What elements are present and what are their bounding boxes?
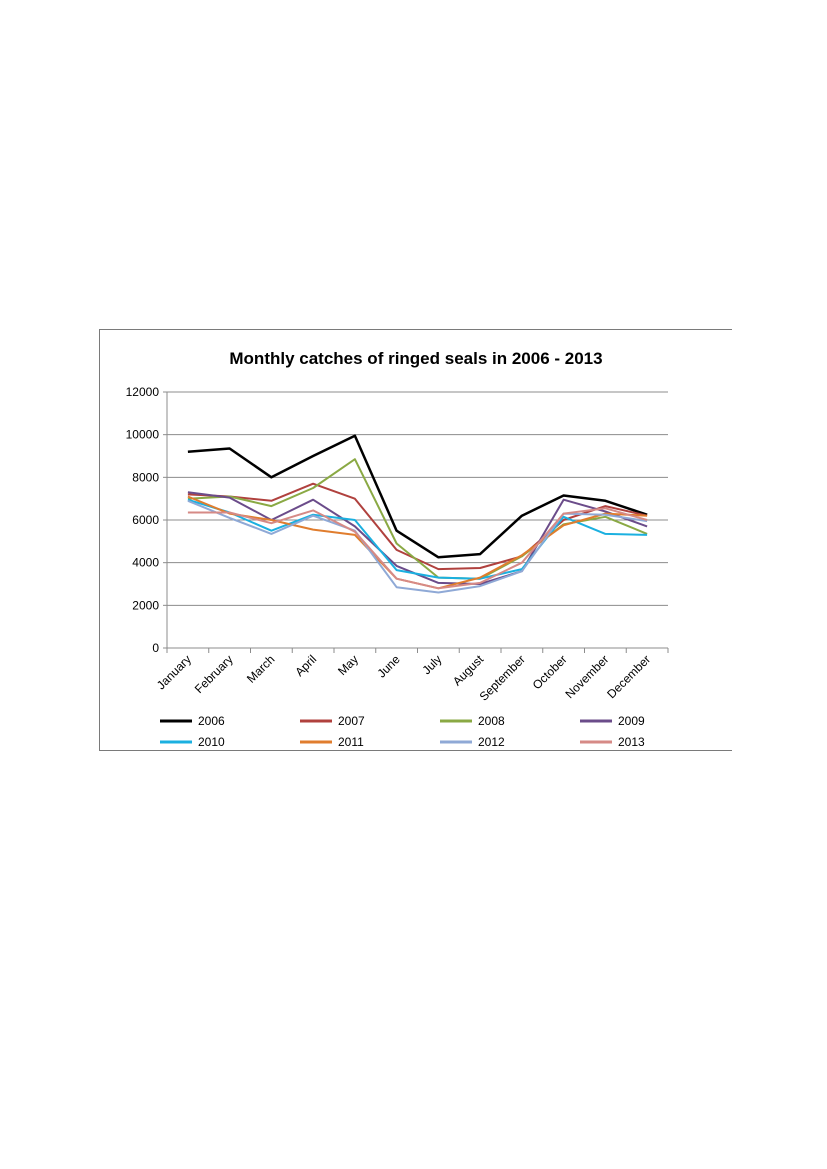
x-tick-label: January (154, 652, 194, 692)
legend-label-2013: 2013 (618, 735, 645, 749)
series-lines (187, 434, 648, 594)
legend-label-2007: 2007 (338, 714, 365, 728)
y-tick-label: 12000 (126, 385, 160, 399)
legend-label-2009: 2009 (618, 714, 645, 728)
x-tick-label: October (530, 652, 570, 692)
legend-label-2006: 2006 (198, 714, 225, 728)
x-tick-label: April (292, 652, 319, 679)
series-line-2010 (187, 498, 648, 580)
series-line-2012 (187, 499, 648, 594)
legend-label-2008: 2008 (478, 714, 505, 728)
series-line-2013 (187, 507, 648, 590)
x-tick-label: September (477, 652, 528, 703)
series-line-2006 (187, 434, 648, 559)
chart-title: Monthly catches of ringed seals in 2006 … (229, 349, 602, 368)
y-tick-label: 8000 (132, 470, 159, 484)
x-tick-label: December (604, 652, 653, 701)
y-tick-label: 4000 (132, 556, 159, 570)
x-tick-label: August (450, 652, 487, 689)
chart-container: Monthly catches of ringed seals in 2006 … (99, 329, 732, 751)
y-tick-label: 2000 (132, 598, 159, 612)
x-tick-label: May (335, 652, 361, 678)
legend-label-2010: 2010 (198, 735, 225, 749)
y-tick-label: 6000 (132, 513, 159, 527)
legend-label-2012: 2012 (478, 735, 505, 749)
x-tick-label: June (374, 652, 403, 681)
x-tick-label: March (244, 652, 277, 685)
x-tick-label: July (420, 652, 445, 677)
gridlines (167, 391, 668, 606)
legend-label-2011: 2011 (338, 735, 364, 749)
series-line-2009 (187, 491, 648, 585)
y-tick-label: 0 (152, 641, 159, 655)
x-tick-label: February (192, 652, 236, 696)
y-tick-label: 10000 (126, 428, 160, 442)
x-tick-label: November (562, 652, 611, 701)
line-chart: Monthly catches of ringed seals in 2006 … (126, 349, 669, 749)
legend: 2006 2007 2008 2009 2010 2011 2012 2013 (160, 714, 645, 749)
